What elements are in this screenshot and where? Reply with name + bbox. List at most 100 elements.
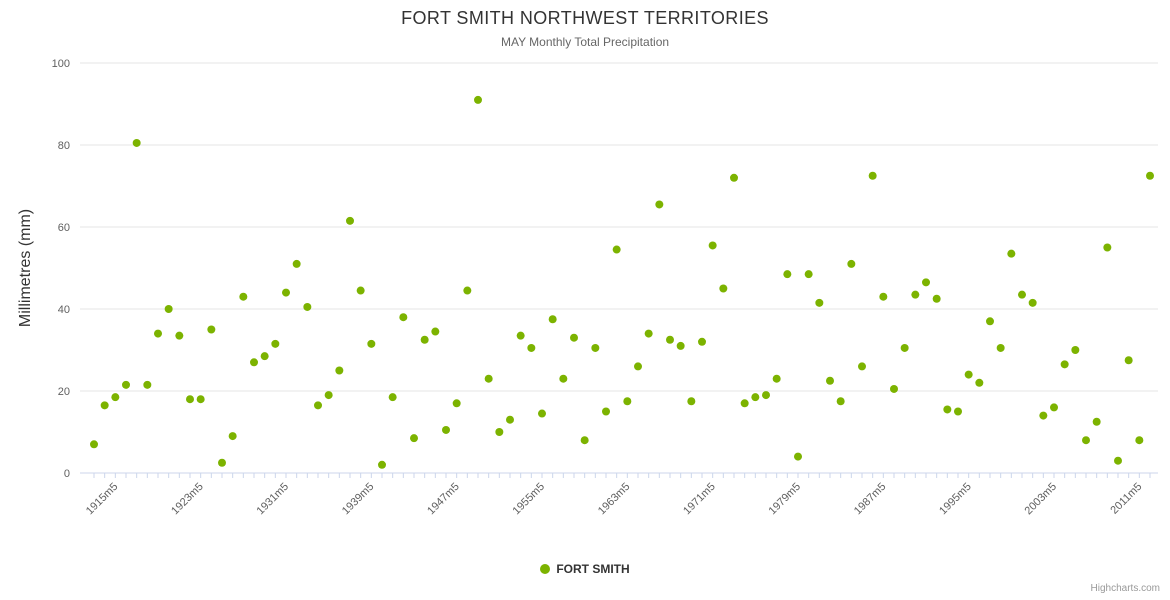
data-point[interactable]: [132, 138, 141, 147]
data-point[interactable]: [730, 173, 738, 182]
data-point[interactable]: [964, 370, 973, 379]
data-point[interactable]: [111, 393, 120, 402]
data-point[interactable]: [1135, 436, 1144, 445]
legend-item-fort-smith[interactable]: FORT SMITH: [540, 562, 630, 576]
data-point[interactable]: [804, 270, 813, 279]
data-point[interactable]: [207, 325, 216, 334]
data-point[interactable]: [1071, 346, 1080, 354]
data-point[interactable]: [1018, 290, 1026, 299]
data-point[interactable]: [1060, 360, 1069, 369]
data-point[interactable]: [90, 440, 98, 449]
data-point[interactable]: [623, 397, 632, 406]
data-point[interactable]: [452, 399, 461, 408]
data-point[interactable]: [826, 376, 834, 385]
data-point[interactable]: [271, 339, 280, 348]
data-point[interactable]: [175, 331, 184, 340]
data-point[interactable]: [356, 286, 365, 295]
data-point[interactable]: [100, 401, 109, 410]
data-point[interactable]: [932, 294, 941, 303]
data-point[interactable]: [986, 317, 994, 326]
data-point[interactable]: [580, 436, 589, 445]
data-point[interactable]: [495, 428, 504, 436]
data-point[interactable]: [1146, 171, 1154, 180]
data-point[interactable]: [1103, 243, 1112, 252]
data-point[interactable]: [1050, 403, 1058, 412]
data-point[interactable]: [1082, 436, 1090, 445]
data-point[interactable]: [378, 460, 386, 469]
data-point[interactable]: [154, 329, 162, 338]
data-point[interactable]: [634, 362, 642, 371]
data-point[interactable]: [410, 434, 418, 443]
highcharts-credit[interactable]: Highcharts.com: [1090, 583, 1160, 594]
data-point[interactable]: [228, 432, 237, 441]
data-point[interactable]: [527, 343, 536, 352]
data-point[interactable]: [260, 352, 269, 361]
data-point[interactable]: [975, 378, 984, 387]
data-point[interactable]: [442, 425, 450, 434]
data-point[interactable]: [122, 380, 130, 389]
data-point[interactable]: [303, 302, 312, 311]
data-point[interactable]: [399, 313, 408, 322]
data-point[interactable]: [868, 171, 877, 180]
data-point[interactable]: [954, 407, 962, 416]
data-point[interactable]: [1114, 456, 1122, 465]
data-point[interactable]: [186, 395, 194, 404]
data-point[interactable]: [836, 397, 845, 406]
data-point[interactable]: [506, 415, 514, 424]
data-point[interactable]: [282, 288, 290, 297]
data-point[interactable]: [548, 315, 557, 324]
data-point[interactable]: [346, 216, 354, 225]
data-point[interactable]: [911, 290, 920, 299]
data-point[interactable]: [420, 335, 429, 344]
data-point[interactable]: [164, 305, 173, 313]
data-point[interactable]: [1007, 249, 1016, 258]
data-point[interactable]: [655, 200, 664, 209]
data-point[interactable]: [687, 397, 696, 406]
data-point[interactable]: [676, 341, 685, 350]
data-point[interactable]: [794, 452, 802, 461]
data-point[interactable]: [1028, 298, 1037, 307]
data-point[interactable]: [612, 245, 621, 254]
data-point[interactable]: [1124, 356, 1133, 365]
data-point[interactable]: [783, 270, 792, 279]
data-point[interactable]: [900, 343, 909, 352]
data-point[interactable]: [367, 339, 376, 348]
data-point[interactable]: [922, 278, 930, 287]
data-point[interactable]: [996, 343, 1005, 352]
data-point[interactable]: [324, 391, 333, 400]
data-point[interactable]: [474, 95, 482, 104]
data-point[interactable]: [719, 284, 728, 293]
data-point[interactable]: [463, 286, 472, 295]
data-point[interactable]: [762, 391, 770, 400]
data-point[interactable]: [943, 405, 952, 414]
data-point[interactable]: [591, 343, 600, 352]
data-point[interactable]: [740, 399, 749, 408]
data-point[interactable]: [890, 384, 898, 393]
data-point[interactable]: [250, 358, 258, 367]
data-point[interactable]: [666, 335, 674, 344]
data-point[interactable]: [538, 409, 546, 418]
data-point[interactable]: [143, 380, 152, 389]
data-point[interactable]: [335, 366, 344, 375]
data-point[interactable]: [218, 458, 226, 467]
data-point[interactable]: [644, 329, 653, 338]
data-point[interactable]: [772, 374, 781, 383]
data-point[interactable]: [698, 337, 706, 346]
data-point[interactable]: [484, 374, 493, 383]
data-point[interactable]: [516, 331, 525, 340]
data-point[interactable]: [431, 327, 440, 336]
data-point[interactable]: [847, 259, 856, 268]
data-point[interactable]: [708, 241, 717, 250]
data-point[interactable]: [815, 298, 824, 307]
data-point[interactable]: [570, 333, 578, 342]
data-point[interactable]: [314, 401, 322, 410]
data-point[interactable]: [1092, 417, 1101, 426]
data-point[interactable]: [751, 393, 760, 402]
data-point[interactable]: [602, 407, 610, 416]
data-point[interactable]: [1039, 411, 1048, 420]
data-point[interactable]: [388, 393, 397, 402]
data-point[interactable]: [879, 292, 888, 301]
data-point[interactable]: [559, 374, 568, 383]
data-point[interactable]: [292, 259, 301, 268]
data-point[interactable]: [858, 362, 866, 371]
